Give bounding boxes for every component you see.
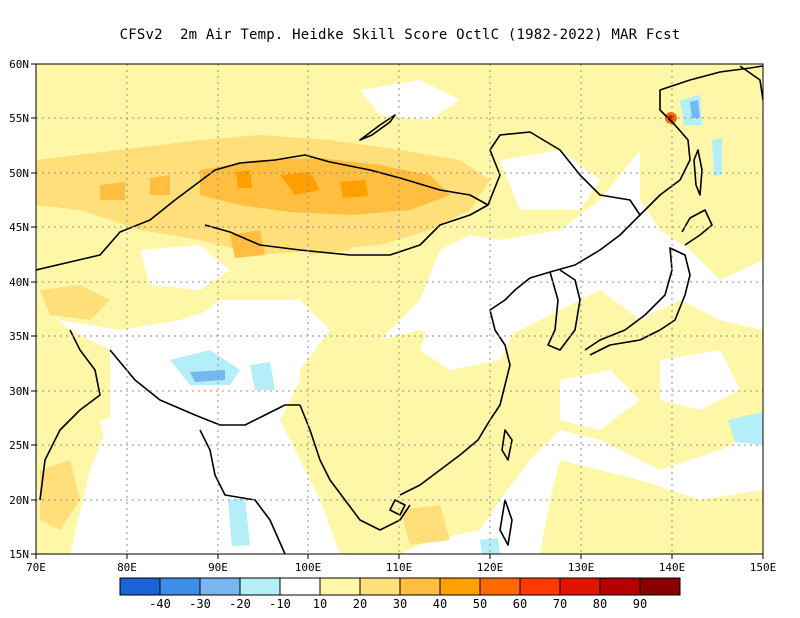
lon-tick-labels: 70E 80E 90E 100E 110E 120E 130E 140E 150…: [26, 561, 776, 574]
plot-area: [36, 64, 763, 554]
mongolia-east-border: [487, 131, 641, 273]
tick-marks: [31, 63, 764, 559]
china-east-coast: [399, 271, 551, 496]
colorbar-label: -10: [269, 597, 291, 611]
lat-tick-label: 15N: [9, 548, 29, 561]
kamchatka: [739, 65, 763, 101]
sakhalin: [693, 149, 703, 196]
lat-tick-label: 50N: [9, 167, 29, 180]
colorbar-cell: [399, 577, 441, 596]
lat-tick-label: 20N: [9, 494, 29, 507]
colorbar-cell: [159, 577, 201, 596]
lake-baikal: [359, 114, 396, 141]
lat-tick-label: 55N: [9, 112, 29, 125]
skill-field-30-40: [100, 158, 450, 258]
boundaries: [36, 65, 763, 554]
colorbar-cell: [239, 577, 281, 596]
lon-tick-label: 150E: [750, 561, 777, 574]
colorbar-label: -20: [229, 597, 251, 611]
indochina-border: [299, 404, 411, 531]
lon-tick-label: 80E: [117, 561, 137, 574]
colorbar-label: 80: [593, 597, 607, 611]
colorbar-label: 70: [553, 597, 567, 611]
korea-coast: [547, 269, 581, 351]
colorbar-cell: [359, 577, 401, 596]
philippines: [499, 499, 513, 546]
colorbar-label: 10: [313, 597, 327, 611]
lon-tick-label: 100E: [295, 561, 322, 574]
japan-honshu: [584, 247, 691, 356]
lon-tick-label: 90E: [208, 561, 228, 574]
colorbar-cell: [639, 577, 681, 596]
colorbar-label: -30: [189, 597, 211, 611]
bay-of-bengal-coast: [199, 429, 286, 554]
lat-tick-label: 45N: [9, 221, 29, 234]
colorbar-cell: [519, 577, 561, 596]
lat-tick-label: 40N: [9, 276, 29, 289]
map-title: CFSv2 2m Air Temp. Heidke Skill Score Oc…: [119, 27, 681, 43]
india-west: [39, 329, 101, 501]
colorbar-cell: [279, 577, 321, 596]
skill-field-white: [100, 80, 740, 470]
lon-tick-label: 110E: [386, 561, 413, 574]
lat-tick-label: 30N: [9, 385, 29, 398]
taiwan: [501, 429, 513, 461]
colorbar-label: -40: [149, 597, 171, 611]
skill-field-40-50: [236, 170, 368, 198]
colorbar-cell: [319, 577, 361, 596]
lon-tick-label: 140E: [659, 561, 686, 574]
lat-tick-labels: 15N 20N 25N 30N 35N 40N 45N 50N 55N 60N: [9, 58, 29, 561]
colorbar-cell: [479, 577, 521, 596]
china-northern-border: [36, 154, 489, 271]
lat-tick-label: 35N: [9, 330, 29, 343]
lat-tick-label: 25N: [9, 439, 29, 452]
hainan: [389, 499, 406, 516]
lon-tick-label: 70E: [26, 561, 46, 574]
colorbar-cell: [199, 577, 241, 596]
colorbar-cell: [559, 577, 601, 596]
colorbar-cell: [439, 577, 481, 596]
colorbar-label: 60: [513, 597, 527, 611]
lon-tick-label: 120E: [477, 561, 504, 574]
japan-hokkaido: [681, 209, 713, 246]
lon-tick-label: 130E: [568, 561, 595, 574]
lat-tick-label: 60N: [9, 58, 29, 71]
colorbar-label: 20: [353, 597, 367, 611]
tibet-border: [109, 349, 300, 426]
colorbar-label: 40: [433, 597, 447, 611]
colorbar-label: 30: [393, 597, 407, 611]
colorbar-cell: [119, 577, 161, 596]
colorbar-label: 90: [633, 597, 647, 611]
colorbar: -40 -30 -20 -10 10 20 30 40 50 60 70 80 90: [119, 577, 681, 611]
colorbar-label: 50: [473, 597, 487, 611]
gridlines: [36, 64, 763, 554]
colorbar-cell: [599, 577, 641, 596]
